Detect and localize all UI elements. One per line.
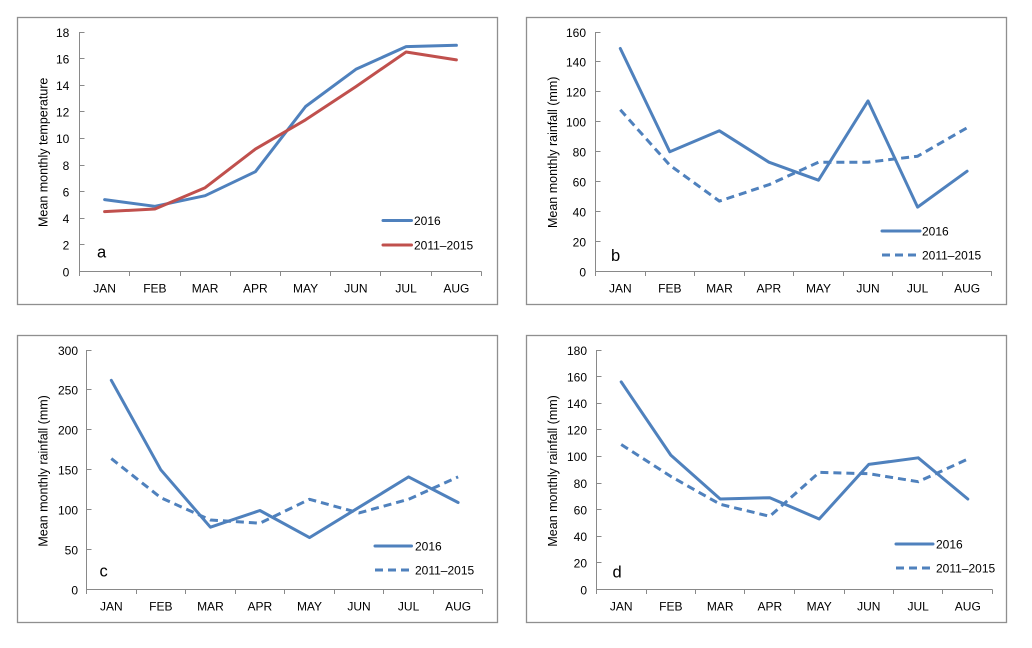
svg-text:MAR: MAR bbox=[192, 282, 219, 296]
svg-text:JUN: JUN bbox=[857, 600, 880, 614]
svg-text:JUN: JUN bbox=[856, 282, 879, 296]
svg-text:AUG: AUG bbox=[443, 282, 469, 296]
svg-text:APR: APR bbox=[757, 282, 782, 296]
svg-text:a: a bbox=[97, 244, 107, 262]
svg-text:18: 18 bbox=[56, 26, 70, 40]
svg-text:2011–2015: 2011–2015 bbox=[936, 561, 996, 575]
svg-text:MAY: MAY bbox=[297, 600, 322, 614]
svg-text:4: 4 bbox=[63, 212, 70, 226]
svg-text:2016: 2016 bbox=[936, 537, 963, 551]
svg-text:MAR: MAR bbox=[707, 600, 734, 614]
svg-text:JUN: JUN bbox=[347, 600, 370, 614]
svg-text:Mean monthly temperature: Mean monthly temperature bbox=[36, 78, 50, 227]
svg-text:MAY: MAY bbox=[293, 282, 318, 296]
svg-text:AUG: AUG bbox=[955, 600, 981, 614]
svg-text:60: 60 bbox=[574, 504, 588, 518]
svg-text:0: 0 bbox=[580, 583, 587, 597]
svg-text:100: 100 bbox=[58, 504, 78, 518]
svg-text:100: 100 bbox=[567, 450, 587, 464]
svg-text:2011–2015: 2011–2015 bbox=[414, 238, 474, 252]
svg-text:100: 100 bbox=[566, 116, 586, 130]
svg-text:Mean monthly rainfall (mm): Mean monthly rainfall (mm) bbox=[546, 395, 560, 546]
svg-text:JUN: JUN bbox=[344, 282, 367, 296]
svg-text:50: 50 bbox=[65, 543, 79, 557]
svg-text:250: 250 bbox=[58, 384, 78, 398]
svg-text:8: 8 bbox=[63, 159, 70, 173]
svg-text:12: 12 bbox=[56, 106, 70, 120]
svg-text:FEB: FEB bbox=[659, 600, 682, 614]
svg-text:2016: 2016 bbox=[414, 214, 441, 228]
svg-text:b: b bbox=[611, 247, 620, 265]
svg-text:MAY: MAY bbox=[807, 600, 832, 614]
svg-text:AUG: AUG bbox=[445, 600, 471, 614]
svg-text:JAN: JAN bbox=[100, 600, 123, 614]
svg-text:FEB: FEB bbox=[658, 282, 681, 296]
svg-text:180: 180 bbox=[567, 344, 587, 358]
svg-text:JUL: JUL bbox=[395, 282, 417, 296]
svg-text:JUL: JUL bbox=[908, 600, 930, 614]
svg-text:c: c bbox=[100, 563, 108, 581]
svg-text:JUL: JUL bbox=[907, 282, 929, 296]
svg-text:40: 40 bbox=[574, 530, 588, 544]
svg-text:d: d bbox=[613, 564, 622, 582]
svg-text:APR: APR bbox=[757, 600, 782, 614]
svg-text:200: 200 bbox=[58, 424, 78, 438]
svg-text:20: 20 bbox=[574, 557, 588, 571]
svg-text:2011–2015: 2011–2015 bbox=[415, 563, 475, 577]
svg-text:JUL: JUL bbox=[398, 600, 420, 614]
svg-text:MAR: MAR bbox=[197, 600, 224, 614]
svg-text:140: 140 bbox=[567, 397, 587, 411]
svg-text:2: 2 bbox=[63, 239, 70, 253]
svg-text:JAN: JAN bbox=[609, 282, 632, 296]
svg-text:120: 120 bbox=[566, 86, 586, 100]
svg-text:AUG: AUG bbox=[954, 282, 980, 296]
svg-text:0: 0 bbox=[63, 265, 70, 279]
svg-text:2016: 2016 bbox=[922, 224, 949, 238]
svg-text:120: 120 bbox=[567, 424, 587, 438]
svg-text:FEB: FEB bbox=[149, 600, 172, 614]
svg-text:2011–2015: 2011–2015 bbox=[922, 248, 982, 262]
svg-text:60: 60 bbox=[573, 176, 587, 190]
svg-text:JAN: JAN bbox=[610, 600, 633, 614]
svg-text:150: 150 bbox=[58, 464, 78, 478]
svg-text:16: 16 bbox=[56, 52, 70, 66]
svg-text:160: 160 bbox=[567, 370, 587, 384]
svg-text:0: 0 bbox=[71, 583, 78, 597]
svg-text:40: 40 bbox=[573, 205, 587, 219]
svg-text:80: 80 bbox=[573, 146, 587, 160]
svg-text:MAR: MAR bbox=[706, 282, 733, 296]
svg-text:6: 6 bbox=[63, 186, 70, 200]
svg-text:MAY: MAY bbox=[806, 282, 831, 296]
svg-text:10: 10 bbox=[56, 132, 70, 146]
svg-text:140: 140 bbox=[566, 56, 586, 70]
svg-text:2016: 2016 bbox=[415, 539, 442, 553]
svg-text:FEB: FEB bbox=[143, 282, 166, 296]
svg-text:14: 14 bbox=[56, 79, 70, 93]
svg-text:APR: APR bbox=[243, 282, 268, 296]
svg-text:300: 300 bbox=[58, 344, 78, 358]
svg-text:Mean monthly rainfall (mm): Mean monthly rainfall (mm) bbox=[36, 395, 50, 546]
svg-text:160: 160 bbox=[566, 26, 586, 40]
svg-text:20: 20 bbox=[573, 235, 587, 249]
svg-text:80: 80 bbox=[574, 477, 588, 491]
svg-text:Mean monthly rainfall (mm): Mean monthly rainfall (mm) bbox=[546, 77, 560, 228]
svg-text:JAN: JAN bbox=[93, 282, 116, 296]
svg-text:APR: APR bbox=[248, 600, 273, 614]
svg-text:0: 0 bbox=[579, 265, 586, 279]
